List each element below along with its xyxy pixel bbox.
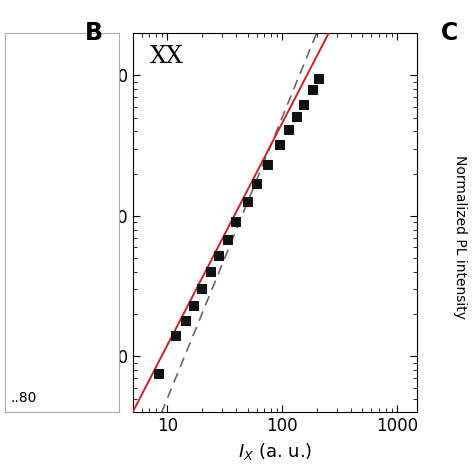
Point (207, 268, 215, 276)
Point (173, 332, 180, 340)
Point (300, 101, 308, 109)
Point (315, 75, 323, 82)
Text: B: B (85, 21, 103, 46)
Text: C: C (441, 21, 458, 46)
Point (309, 86, 317, 94)
Point (198, 286, 206, 293)
Point (253, 180, 260, 187)
Point (215, 252, 222, 260)
Point (182, 317, 190, 324)
Point (225, 236, 232, 243)
Text: XX: XX (150, 45, 183, 68)
Point (276, 141, 283, 149)
Text: Normalized PL intensity: Normalized PL intensity (453, 155, 467, 319)
Point (293, 113, 301, 120)
Point (285, 126, 293, 134)
Point (264, 161, 272, 169)
Point (233, 219, 240, 226)
Point (155, 370, 163, 378)
X-axis label: $\mathit{I}_X$ (a. u.): $\mathit{I}_X$ (a. u.) (238, 441, 312, 462)
Point (190, 302, 198, 310)
Text: ..80: ..80 (10, 391, 37, 405)
Point (244, 199, 251, 206)
Y-axis label: $\mathit{I}_{XX}$ (a. u.): $\mathit{I}_{XX}$ (a. u.) (59, 182, 80, 264)
